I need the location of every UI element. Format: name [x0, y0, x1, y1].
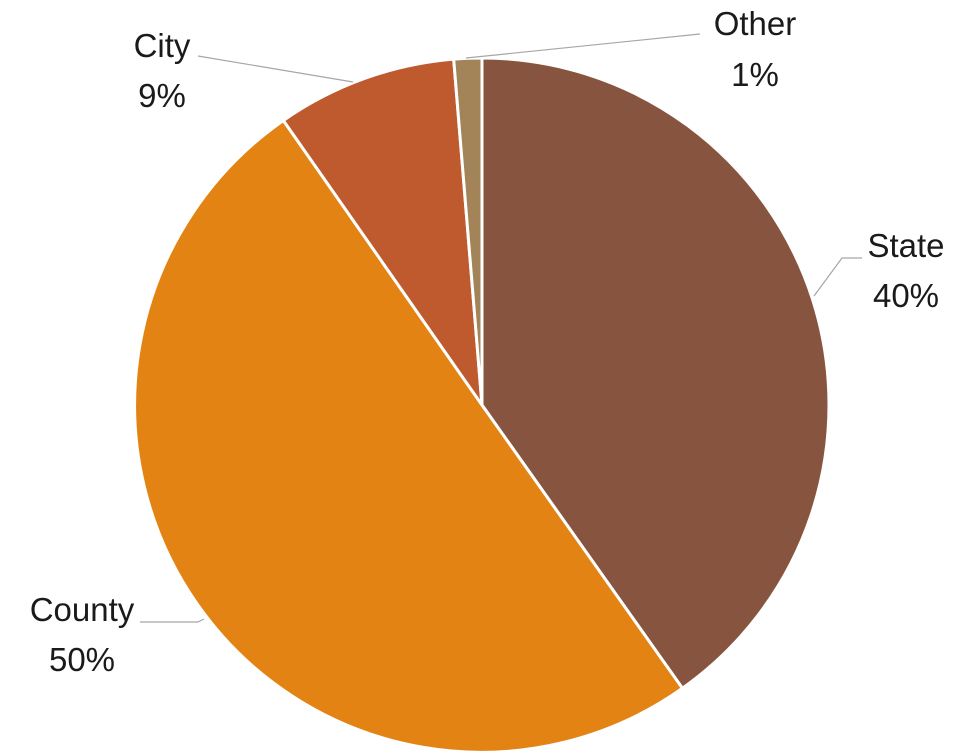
- slice-label-percent: 1%: [731, 56, 779, 93]
- leader-line-state: [813, 257, 862, 297]
- slice-label-name: County: [30, 591, 135, 628]
- slice-label-percent: 9%: [138, 77, 186, 114]
- slice-label-percent: 40%: [873, 277, 939, 314]
- data-label-county: County 50%: [30, 591, 135, 678]
- leader-line-other: [465, 33, 701, 59]
- slice-label-name: Other: [714, 5, 797, 42]
- leader-line-county: [140, 618, 205, 623]
- leader-line-city: [197, 55, 354, 83]
- slice-label-percent: 50%: [49, 641, 115, 678]
- slice-label-name: State: [867, 227, 944, 264]
- data-label-city: City 9%: [134, 27, 191, 114]
- pie-slices: [133, 56, 831, 754]
- slice-label-name: City: [134, 27, 191, 64]
- pie-slice-state: [480, 56, 831, 691]
- pie-slice-city: [281, 57, 484, 411]
- pie-slice-county: [133, 118, 685, 754]
- data-label-other: Other 1%: [714, 5, 797, 93]
- data-label-state: State 40%: [867, 227, 944, 314]
